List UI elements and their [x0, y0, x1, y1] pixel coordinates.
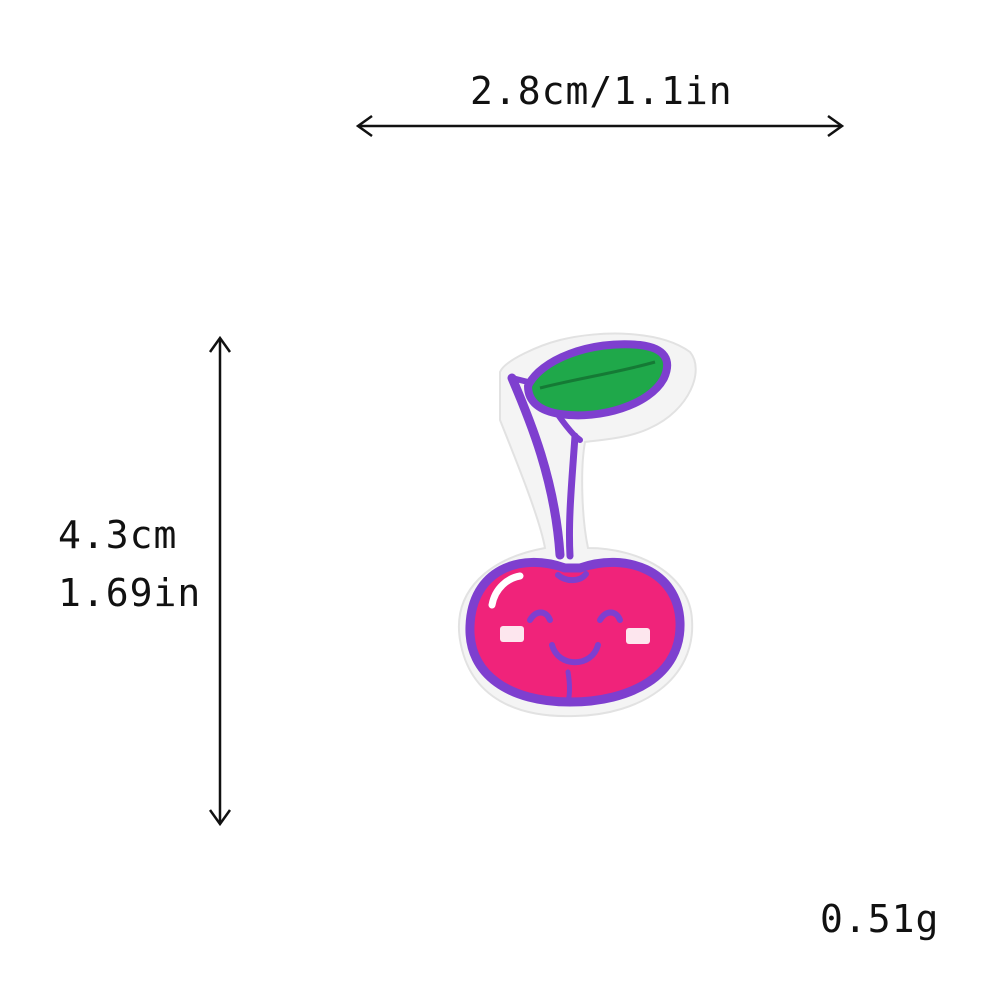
cherry-cheek-right	[626, 628, 650, 644]
cherry-leaf	[524, 340, 672, 420]
height-dimension-in-label: 1.69in	[58, 571, 202, 615]
cherry-shine	[488, 572, 524, 609]
width-arrow	[355, 114, 845, 138]
cherry-cheek-left	[500, 626, 524, 642]
cherry-smile	[549, 642, 601, 666]
weight-label: 0.51g	[820, 897, 940, 941]
cherry-patch-icon	[457, 332, 697, 718]
width-dimension-label: 2.8cm/1.1in	[470, 69, 733, 113]
cherry-stem	[507, 373, 565, 560]
height-arrow	[208, 335, 232, 827]
height-dimension-cm-label: 4.3cm	[58, 513, 178, 557]
